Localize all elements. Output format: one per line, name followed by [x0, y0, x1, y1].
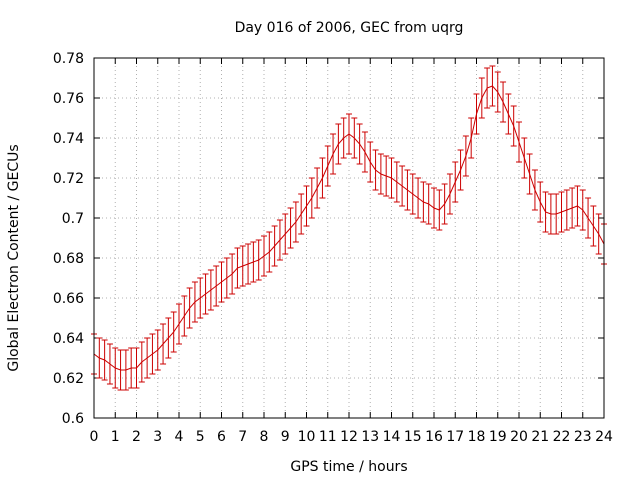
- y-tick-label: 0.68: [53, 251, 84, 267]
- x-axis-label: GPS time / hours: [290, 459, 407, 475]
- y-tick-label: 0.76: [53, 91, 84, 107]
- x-tick-label: 23: [574, 429, 592, 445]
- x-tick-label: 13: [361, 429, 379, 445]
- x-tick-label: 19: [489, 429, 507, 445]
- data-series: [91, 65, 607, 391]
- y-tick-label: 0.6: [62, 411, 84, 427]
- axis-ticks: 0 1 2 3 4 5 6 7 8 9 10 11 12 13 14 15 16 17 18 19 20 21 22 23 24…: [53, 51, 613, 445]
- x-tick-label: 0: [90, 429, 99, 445]
- y-tick-label: 0.78: [53, 51, 84, 67]
- x-tick-label: 2: [132, 429, 141, 445]
- plot-frame: [93, 57, 605, 419]
- grid-lines: [94, 58, 604, 418]
- x-tick-label: 17: [446, 429, 464, 445]
- y-tick-label: 0.7: [62, 211, 84, 227]
- x-tick-label: 24: [595, 429, 613, 445]
- x-tick-label: 9: [281, 429, 290, 445]
- y-tick-label: 0.62: [53, 371, 84, 387]
- x-tick-label: 12: [340, 429, 358, 445]
- x-tick-label: 10: [298, 429, 316, 445]
- y-tick-label: 0.74: [53, 131, 84, 147]
- y-axis-label: Global Electron Content / GECUs: [6, 144, 22, 371]
- y-tick-label: 0.72: [53, 171, 84, 187]
- x-tick-label: 16: [425, 429, 443, 445]
- x-tick-label: 5: [196, 429, 205, 445]
- x-tick-label: 8: [260, 429, 269, 445]
- y-tick-label: 0.64: [53, 331, 84, 347]
- y-tick-label: 0.66: [53, 291, 84, 307]
- x-tick-label: 21: [531, 429, 549, 445]
- x-tick-label: 18: [468, 429, 486, 445]
- x-tick-label: 1: [111, 429, 120, 445]
- chart-title: Day 016 of 2006, GEC from uqrg: [235, 20, 464, 36]
- x-tick-label: 7: [238, 429, 247, 445]
- x-tick-label: 11: [319, 429, 337, 445]
- x-tick-label: 4: [175, 429, 184, 445]
- x-tick-label: 15: [404, 429, 422, 445]
- x-tick-label: 20: [510, 429, 528, 445]
- x-tick-label: 14: [383, 429, 401, 445]
- x-tick-label: 3: [153, 429, 162, 445]
- x-tick-label: 6: [217, 429, 226, 445]
- x-tick-label: 22: [553, 429, 571, 445]
